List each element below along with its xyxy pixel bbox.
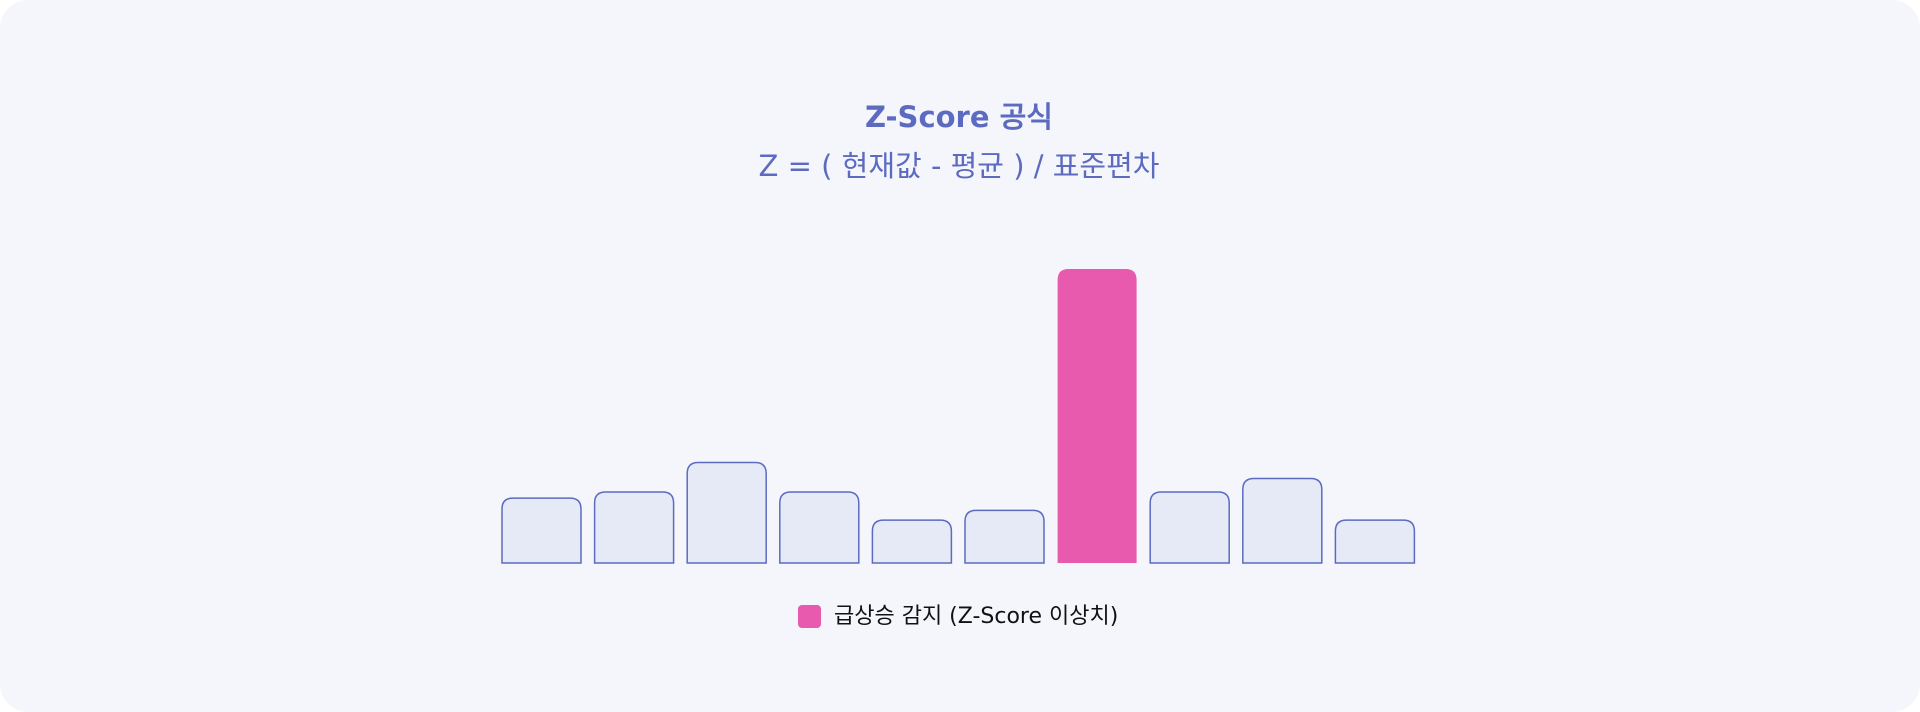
bar bbox=[1149, 491, 1230, 564]
legend-swatch bbox=[798, 605, 821, 628]
chart-subtitle: Z = ( 현재값 - 평균 ) / 표준편차 bbox=[759, 149, 1160, 183]
chart-title: Z-Score 공식 bbox=[865, 100, 1053, 134]
bar bbox=[871, 519, 953, 564]
legend-label: 급상승 감지 (Z-Score 이상치) bbox=[834, 604, 1118, 629]
bar bbox=[501, 497, 582, 564]
bar bbox=[593, 491, 675, 564]
bar bbox=[779, 491, 860, 564]
bar bbox=[1334, 519, 1416, 564]
bar bbox=[964, 509, 1045, 564]
bar bbox=[1242, 477, 1323, 564]
bar bbox=[1057, 269, 1137, 563]
bar bbox=[686, 461, 767, 564]
